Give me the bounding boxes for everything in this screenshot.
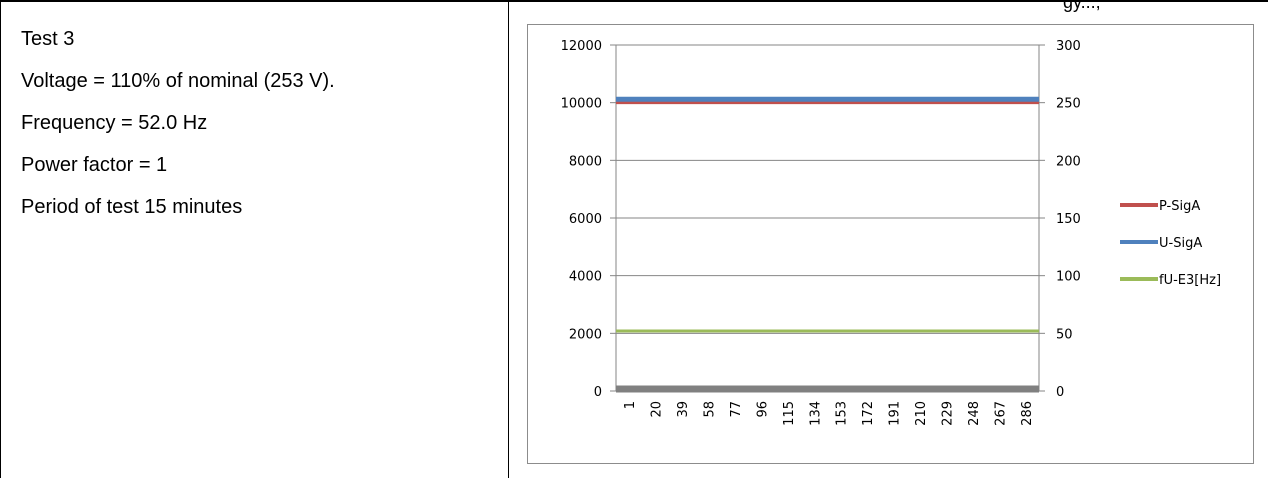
x-axis-tick-label: 172 — [861, 401, 876, 426]
right-axis-tick-label: 100 — [1056, 270, 1081, 285]
test-description-cell: Test 3 Voltage = 110% of nominal (253 V)… — [0, 2, 509, 478]
left-axis-tick-label: 2000 — [569, 327, 602, 342]
x-axis-tick-label: 39 — [676, 401, 691, 418]
right-axis-tick-label: 150 — [1056, 212, 1081, 227]
right-axis-tick-label: 250 — [1056, 97, 1081, 112]
legend-label-fu-e3-hz: fU-E3[Hz] — [1159, 273, 1221, 288]
x-axis-tick-label: 77 — [729, 401, 744, 418]
left-axis-tick-label: 0 — [594, 385, 602, 400]
voltage-line: Voltage = 110% of nominal (253 V). — [21, 70, 335, 92]
x-axis-tick-label: 1 — [623, 401, 638, 409]
table-top-border — [0, 0, 1268, 2]
test-period-line: Period of test 15 minutes — [21, 196, 243, 218]
x-axis-tick-label: 286 — [1020, 401, 1035, 426]
right-axis-tick-label: 200 — [1056, 154, 1081, 169]
x-axis-tick-label: 58 — [703, 401, 718, 418]
x-axis-tick-label: 248 — [967, 401, 982, 426]
left-axis-tick-label: 4000 — [569, 270, 602, 285]
right-axis-tick-label: 300 — [1056, 39, 1081, 54]
right-axis-tick-label: 0 — [1056, 385, 1064, 400]
x-axis-tick-label: 115 — [782, 401, 797, 426]
test-description-list: Test 3 Voltage = 110% of nominal (253 V)… — [21, 18, 335, 228]
clipped-header-text: gy..., — [1063, 0, 1101, 12]
x-axis-tick-label: 229 — [940, 401, 955, 426]
x-axis-tick-label: 96 — [755, 401, 770, 418]
chart-frame: 0 2000 4000 6000 8000 10000 12000 0 50 100 150 200 2… — [527, 24, 1254, 464]
frequency-line: Frequency = 52.0 Hz — [21, 112, 208, 134]
left-axis-tick-label: 8000 — [569, 154, 602, 169]
x-axis-tick-label: 191 — [888, 401, 903, 426]
x-axis-tick-label: 210 — [914, 401, 929, 426]
legend-label-p-siga: P-SigA — [1159, 199, 1200, 214]
right-axis-tick-label: 50 — [1056, 327, 1073, 342]
line-chart: 0 2000 4000 6000 8000 10000 12000 0 50 100 150 200 2… — [561, 39, 1221, 426]
x-axis-tick-label: 134 — [808, 401, 823, 426]
left-axis-tick-label: 12000 — [561, 39, 602, 54]
left-axis-tick-label: 10000 — [561, 97, 602, 112]
power-factor-line: Power factor = 1 — [21, 154, 168, 176]
x-axis-tick-label: 153 — [835, 401, 850, 426]
legend-label-u-siga: U-SigA — [1159, 236, 1202, 251]
test-title: Test 3 — [21, 28, 75, 50]
left-axis-tick-label: 6000 — [569, 212, 602, 227]
x-axis-tick-label: 267 — [993, 401, 1008, 426]
x-axis-tick-label: 20 — [650, 401, 665, 418]
